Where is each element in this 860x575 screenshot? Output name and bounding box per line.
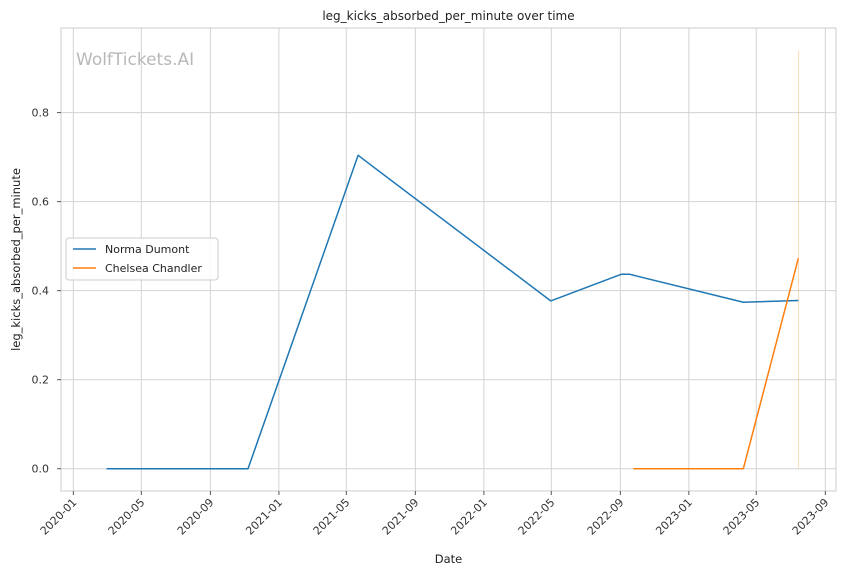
y-axis-label: leg_kicks_absorbed_per_minute [9,168,23,351]
plot-frame [60,27,837,492]
legend-label: Chelsea Chandler [105,262,202,275]
series-line-chelsea-chandler [633,257,800,470]
y-axis-ticks: 0.0 0.2 0.4 0.6 0.8 [32,107,61,476]
legend-items: Norma Dumont Chelsea Chandler [73,243,202,275]
y-tick-label: 0.2 [32,374,50,387]
y-tick-label: 0.8 [32,107,50,120]
series-lines [106,154,800,470]
x-axis-label: Date [435,552,463,566]
y-tick-label: 0.6 [32,196,50,209]
y-tick-label: 0.0 [32,463,50,476]
watermark-text: WolfTickets.AI [76,50,194,70]
series-line-norma-dumont [106,154,799,470]
y-tick-label: 0.4 [32,285,50,298]
legend-box [65,237,219,281]
legend-label: Norma Dumont [105,243,190,256]
chart-title: leg_kicks_absorbed_per_minute over time [322,9,574,23]
legend: Norma Dumont Chelsea Chandler [65,237,219,281]
